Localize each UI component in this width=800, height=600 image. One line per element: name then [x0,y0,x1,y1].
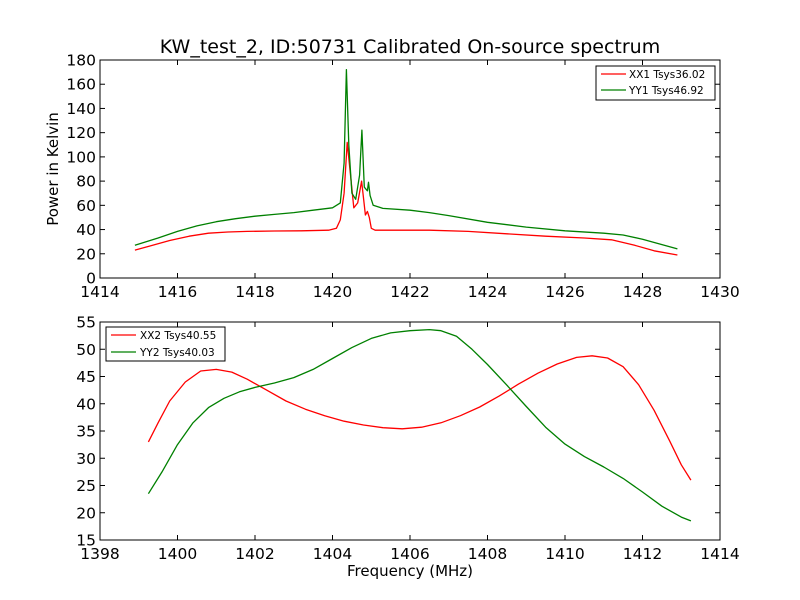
bottom-chart-legend: XX2 Tsys40.55 YY2 Tsys40.03 [105,326,226,362]
top-chart-xtick-label: 1414 [80,283,119,301]
bottom-chart-xtick-label: 1414 [700,545,739,563]
bottom-chart-xlabel: Frequency (MHz) [347,562,473,580]
bottom-chart-ticks: 1398 1400 1402 1404 1406 1408 1410 1412 1414 15 20… [76,314,739,564]
top-chart-ytick-label: 120 [66,124,96,142]
bottom-chart-ytick-label: 15 [76,532,96,550]
top-chart-series-line-2 [134,69,678,250]
top-chart-ytick-label: 80 [76,173,96,191]
bottom-chart-ytick-label: 40 [76,395,96,413]
top-chart-legend-label-yy1: YY1 Tsys46.92 [628,85,704,97]
top-chart-title: KW_test_2, ID:50731 Calibrated On-source… [160,36,660,58]
top-chart-xtick-label: 1426 [545,283,584,301]
bottom-chart-ytick-label: 35 [76,423,96,441]
bottom-chart-xtick-label: 1402 [235,545,274,563]
top-chart-xtick-label: 1428 [623,283,662,301]
top-chart-xtick-label: 1420 [313,283,352,301]
top-chart-ytick-label: 0 [86,270,96,288]
bottom-chart-ytick-label: 20 [76,504,96,522]
top-chart-ylabel: Power in Kelvin [44,112,62,226]
top-chart-ytick-label: 160 [66,76,96,94]
top-chart-ticks: 1414 1416 1418 1420 1422 1424 1426 1428 1430 0 20 4… [66,52,739,302]
top-chart-series-line-1 [134,141,678,256]
top-chart-legend: XX1 Tsys36.02 YY1 Tsys46.92 [595,65,716,101]
bottom-chart-xtick-label: 1400 [158,545,197,563]
top-chart: 1414 1416 1418 1420 1422 1424 1426 1428 1430 0 20 4… [44,52,740,302]
bottom-chart-ytick-label: 55 [76,314,96,332]
top-chart-series [134,69,678,256]
bottom-chart-xtick-label: 1404 [313,545,352,563]
bottom-chart: 1398 1400 1402 1404 1406 1408 1410 1412 1414 15 20… [76,314,739,581]
top-chart-xtick-label: 1422 [390,283,429,301]
top-chart-ytick-label: 100 [66,148,96,166]
top-chart-frame [99,59,721,279]
bottom-chart-xtick-label: 1398 [80,545,119,563]
bottom-chart-ytick-label: 50 [76,341,96,359]
bottom-chart-xtick-label: 1412 [623,545,662,563]
bottom-chart-frame [99,321,721,541]
top-chart-xtick-label: 1418 [235,283,274,301]
bottom-chart-series-line-1 [147,355,692,481]
top-chart-legend-label-xx1: XX1 Tsys36.02 [629,69,705,81]
top-chart-ytick-label: 180 [66,52,96,70]
bottom-chart-series [147,328,692,522]
top-chart-ytick-label: 40 [76,221,96,239]
bottom-chart-xtick-label: 1410 [545,545,584,563]
bottom-chart-ytick-label: 30 [76,450,96,468]
bottom-chart-series-line-2 [147,328,692,522]
bottom-chart-legend-label-yy2: YY2 Tsys40.03 [139,347,215,359]
top-chart-xtick-label: 1416 [158,283,197,301]
bottom-chart-ytick-label: 45 [76,368,96,386]
top-chart-legend-box [595,65,716,101]
bottom-chart-ytick-label: 25 [76,477,96,495]
bottom-chart-legend-label-xx2: XX2 Tsys40.55 [140,330,216,342]
bottom-chart-xtick-label: 1406 [390,545,429,563]
top-chart-ytick-label: 140 [66,100,96,118]
bottom-chart-xtick-label: 1408 [468,545,507,563]
bottom-chart-legend-box [105,326,226,362]
top-chart-ytick-label: 20 [76,245,96,263]
top-chart-xtick-label: 1430 [700,283,739,301]
top-chart-xtick-label: 1424 [468,283,507,301]
top-chart-ytick-label: 60 [76,197,96,215]
